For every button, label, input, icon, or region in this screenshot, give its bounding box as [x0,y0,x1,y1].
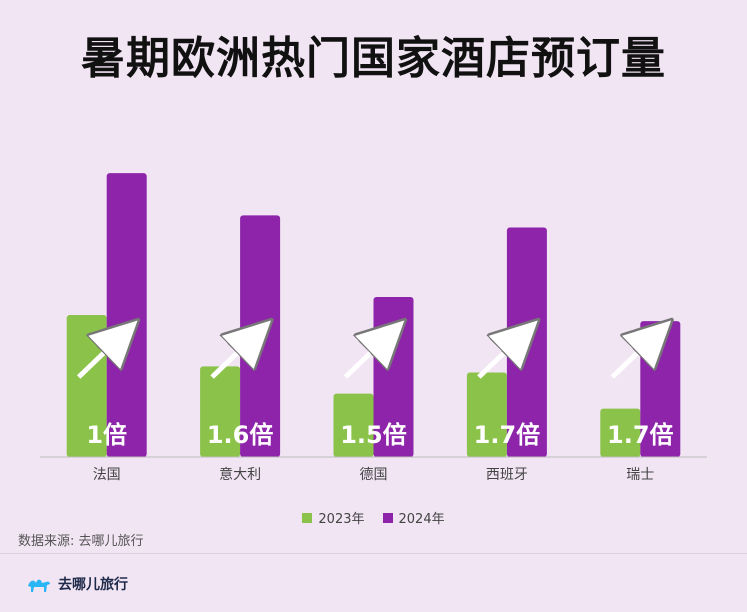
growth-multiplier-label: 1倍 [86,421,127,449]
legend-swatch-2023 [302,512,313,523]
x-tick-label: 西班牙 [486,467,528,483]
legend: 2023年 2024年 [0,508,747,527]
logo-text: 去哪儿旅行 [58,577,128,593]
bar-2023-1 [200,366,241,457]
footer-divider [0,553,747,554]
x-tick-label: 法国 [93,467,121,483]
growth-arrow-icon [210,329,262,379]
growth-multiplier-label: 1.6倍 [207,421,274,449]
chart-title: 暑期欧洲热门国家酒店预订量 [81,33,666,84]
x-tick-label: 德国 [360,467,388,483]
bar-2023-3 [466,372,507,457]
x-tick-label: 意大利 [219,466,261,483]
brand-logo: 去哪儿旅行 [26,574,128,594]
legend-label-2023: 2023年 [318,512,365,527]
legend-item-2023: 2023年 [302,508,365,527]
growth-arrow-icon [610,329,662,379]
data-source-note: 数据来源: 去哪儿旅行 [18,534,144,549]
legend-swatch-2024 [382,512,393,523]
x-tick-label: 瑞士 [626,467,654,483]
growth-multiplier-label: 1.5倍 [340,421,407,449]
bar-2024-0 [106,173,147,457]
camel-logo-icon [28,579,50,592]
growth-multiplier-label: 1.7倍 [474,421,541,449]
growth-arrow-icon [343,329,396,379]
bar-2023-4 [600,408,641,457]
legend-label-2024: 2024年 [398,512,445,527]
growth-arrow-icon [76,329,129,379]
growth-arrow-icon [477,329,529,379]
bar-2023-2 [333,393,374,457]
legend-item-2024: 2024年 [382,508,445,527]
growth-multiplier-label: 1.7倍 [607,421,674,449]
